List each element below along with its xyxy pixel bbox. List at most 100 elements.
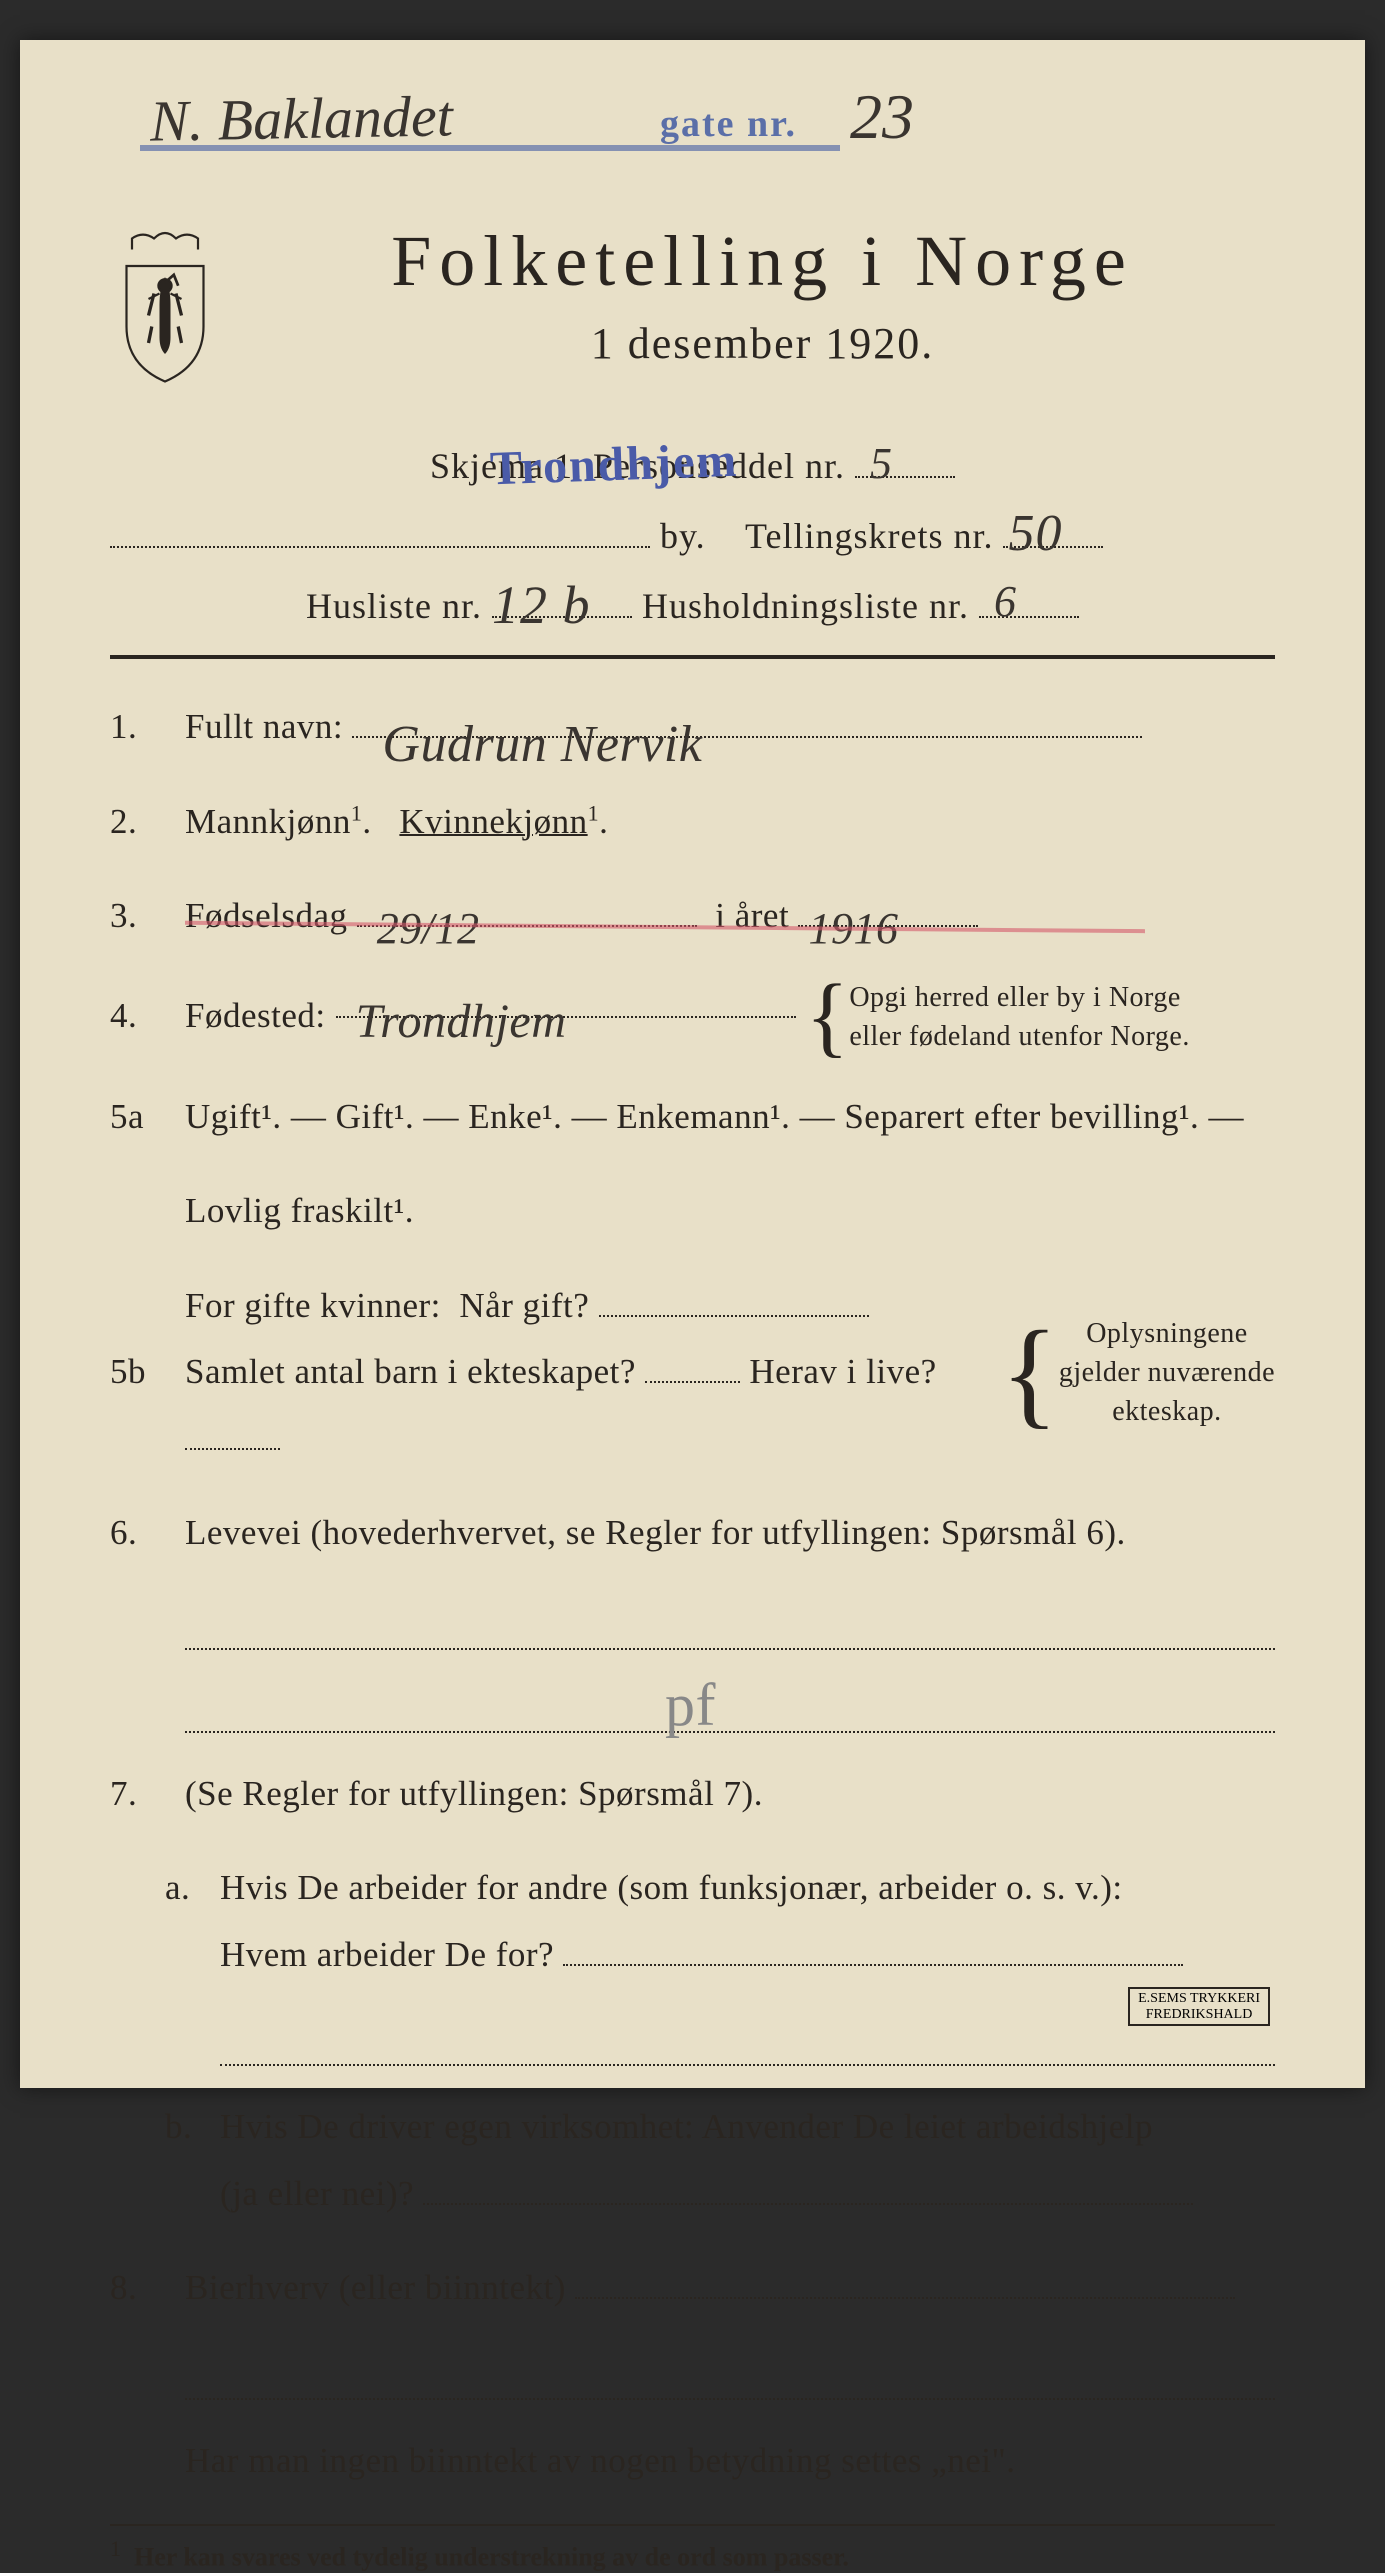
printer-mark: E.SEMS TRYKKERI FREDRIKSHALD <box>1128 1987 1270 2026</box>
main-title: Folketelling i Norge <box>250 220 1275 303</box>
personseddel-value: 5 <box>870 438 893 489</box>
q5b-content: For gifte kvinner: Når gift? Samlet anta… <box>185 1273 1275 1473</box>
q8-field <box>575 2297 1235 2299</box>
q6-label: Levevei (hovederhvervet, se Regler for u… <box>185 1513 1126 1552</box>
tellingskrets-value: 50 <box>1008 504 1062 563</box>
tellingskrets-field: 50 <box>1003 546 1103 548</box>
q5b-note: Oplysningene gjelder nuværende ekteskap. <box>1059 1314 1275 1432</box>
by-blank <box>110 546 650 548</box>
q4-note: Opgi herred eller by i Norge eller fødel… <box>849 978 1190 1056</box>
q3-num: 3. <box>110 883 185 950</box>
q8-content: Bierhverv (eller biinntekt) <box>185 2255 1275 2322</box>
q1-row: 1. Fullt navn: Gudrun Nervik <box>110 694 1275 761</box>
subtitle-date: 1 desember 1920. <box>250 318 1275 369</box>
q5b-herav: Herav i live? <box>749 1352 936 1391</box>
q6-row: 6. Levevei (hovederhvervet, se Regler fo… <box>110 1500 1275 1567</box>
q5b-naar: Når gift? <box>459 1286 589 1325</box>
q4-content: Fødested: Trondhjem { Opgi herred eller … <box>185 978 1275 1056</box>
q5b-note2: gjelder nuværende <box>1059 1357 1275 1388</box>
footnote-sup: 1 <box>110 2536 121 2561</box>
q4-label: Fødested: <box>185 983 326 1050</box>
q1-content: Fullt navn: Gudrun Nervik <box>185 694 1275 761</box>
q2-sup1: 1 <box>351 800 363 825</box>
q4-note1: Opgi herred eller by i Norge <box>849 982 1181 1013</box>
q2-content: Mannkjønn1. Kvinnekjønn1. <box>185 789 1275 856</box>
q4-note2: eller fødeland utenfor Norge. <box>849 1021 1190 1052</box>
q5b-left: For gifte kvinner: Når gift? Samlet anta… <box>185 1273 1001 1473</box>
printer-line2: FREDRIKSHALD <box>1138 2007 1260 2022</box>
closing-row: Har man ingen biinntekt av nogen betydni… <box>110 2428 1275 2495</box>
q5a-row: 5a Ugift¹. — Gift¹. — Enke¹. — Enkemann¹… <box>110 1084 1275 1151</box>
q8-row: 8. Bierhverv (eller biinntekt) <box>110 2255 1275 2322</box>
form-meta: Trondhjem Skjema 1. Personseddel nr. 5 b… <box>110 445 1275 627</box>
q7b-line2: (ja eller nei)? <box>220 2174 414 2213</box>
q8-num: 8. <box>110 2255 185 2322</box>
q7b-line1: Hvis De driver egen virksomhet: Anvender… <box>220 2107 1153 2146</box>
q5a-line2: Lovlig fraskilt¹. <box>185 1178 1275 1245</box>
husliste-value: 12 b <box>492 574 591 636</box>
q3-day-value: 29/12 <box>377 887 480 971</box>
husholdning-label: Husholdningsliste nr. <box>642 586 969 626</box>
q6-field1 <box>185 1595 1275 1650</box>
q2-male: Mannkjønn <box>185 802 351 841</box>
title-block: Folketelling i Norge 1 desember 1920. <box>250 220 1275 369</box>
q7a-num: a. <box>165 1855 220 1922</box>
q3-row: 3. Fødselsdag 29/12 i året 1916 <box>110 883 1275 950</box>
stamp-gate-label: gate nr. <box>660 102 797 146</box>
husholdning-value: 6 <box>994 576 1017 627</box>
street-number: 23 <box>850 80 914 154</box>
q2-num: 2. <box>110 789 185 856</box>
q7b-content: Hvis De driver egen virksomhet: Anvender… <box>220 2094 1275 2227</box>
street-name: N. Baklandet <box>149 83 453 153</box>
q5a-options: Ugift¹. — Gift¹. — Enke¹. — Enkemann¹. —… <box>185 1097 1244 1136</box>
q3-label: Fødselsdag <box>185 896 348 935</box>
q7a-blank <box>110 2016 1275 2066</box>
q8-field2 <box>185 2350 1275 2400</box>
q5b-gift-field <box>599 1315 869 1317</box>
q5b-row: 5b For gifte kvinner: Når gift? Samlet a… <box>110 1273 1275 1473</box>
tellingskrets-label: Tellingskrets nr. <box>745 516 993 556</box>
q8-blank <box>110 2350 1275 2400</box>
coat-of-arms-icon <box>110 230 220 390</box>
q6-num: 6. <box>110 1500 185 1567</box>
q2-row: 2. Mannkjønn1. Kvinnekjønn1. <box>110 789 1275 856</box>
q7a-line1: Hvis De arbeider for andre (som funksjon… <box>220 1868 1123 1907</box>
q2-female: Kvinnekjønn <box>399 802 587 841</box>
q1-field: Gudrun Nervik <box>352 736 1142 738</box>
form-body: 1. Fullt navn: Gudrun Nervik 2. Mannkjøn… <box>110 694 1275 2494</box>
q7a-row: a. Hvis De arbeider for andre (som funks… <box>110 1855 1275 1988</box>
q7a-content: Hvis De arbeider for andre (som funksjon… <box>220 1855 1275 1988</box>
census-form-page: N. Baklandet gate nr. 23 Folketelling i … <box>20 40 1365 2088</box>
printer-line1: E.SEMS TRYKKERI <box>1138 1991 1260 2006</box>
q6-field2: pf <box>185 1678 1275 1733</box>
q5b-num: 5b <box>110 1339 185 1406</box>
q7b-num: b. <box>165 2094 220 2161</box>
footnote: 1 Her kan svares ved tydelig understrekn… <box>110 2536 1275 2573</box>
q7a-field <box>563 1964 1183 1966</box>
personseddel-field: 5 <box>855 476 955 478</box>
footnote-divider <box>110 2524 1275 2526</box>
brace-icon: { <box>806 994 850 1039</box>
footnote-text: Her kan svares ved tydelig understreknin… <box>134 2543 849 2572</box>
meta-line-2: by. Tellingskrets nr. 50 <box>110 515 1275 557</box>
divider-top <box>110 655 1275 659</box>
q4-field: Trondhjem <box>336 1016 796 1018</box>
q5b-barn: Samlet antal barn i ekteskapet? <box>185 1352 636 1391</box>
q1-num: 1. <box>110 694 185 761</box>
q6-blank1 <box>110 1595 1275 1650</box>
meta-line-3: Husliste nr. 12 b Husholdningsliste nr. … <box>110 585 1275 627</box>
header-row: Folketelling i Norge 1 desember 1920. <box>110 220 1275 390</box>
q5b-barn-field <box>645 1381 740 1383</box>
blue-underline <box>140 145 840 151</box>
q5b-note3: ekteskap. <box>1112 1396 1221 1427</box>
q1-value: Gudrun Nervik <box>382 696 702 795</box>
q7a-field2 <box>220 2016 1275 2066</box>
q8-label: Bierhverv (eller biinntekt) <box>185 2268 566 2307</box>
husliste-label: Husliste nr. <box>306 586 482 626</box>
q4-num: 4. <box>110 983 185 1050</box>
q4-row: 4. Fødested: Trondhjem { Opgi herred ell… <box>110 978 1275 1056</box>
street-handwritten: N. Baklandet <box>149 82 453 154</box>
brace-icon-2: { <box>1001 1343 1059 1403</box>
q3-content: Fødselsdag 29/12 i året 1916 <box>185 883 1275 950</box>
q5a-num: 5a <box>110 1084 185 1151</box>
